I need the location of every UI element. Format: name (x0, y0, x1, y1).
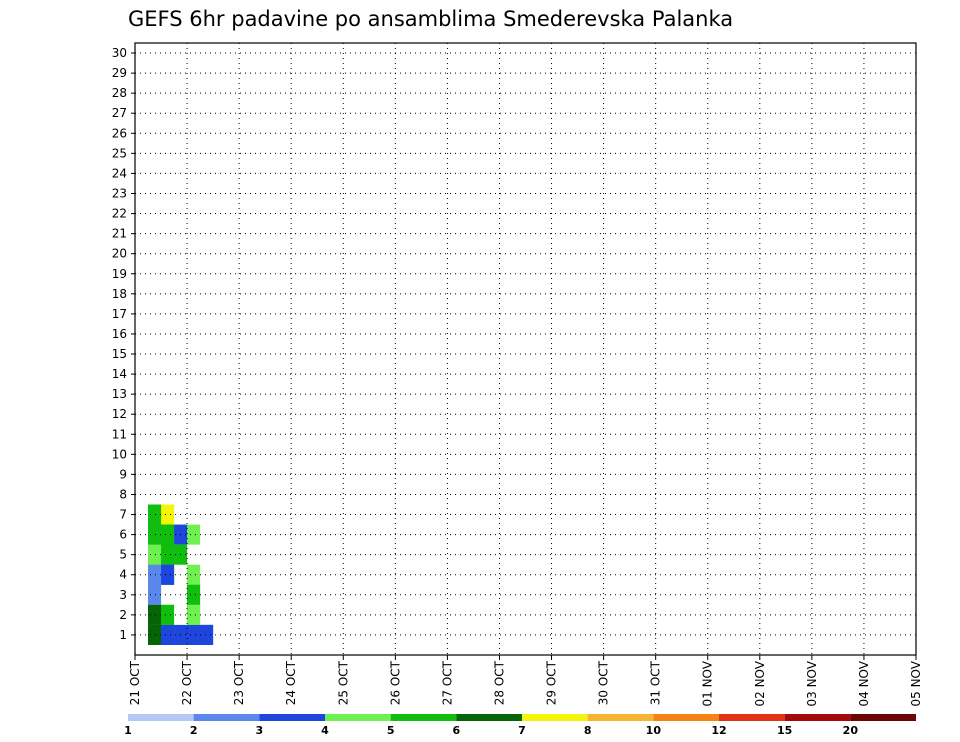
y-tick-label: 29 (112, 66, 127, 80)
legend-swatch (456, 714, 522, 721)
y-tick-label: 4 (119, 568, 127, 582)
y-tick-label: 2 (119, 608, 127, 622)
color-legend: 1 2 3 4 5 6 7 8 10 12 15 20 (124, 714, 916, 737)
heat-cell (187, 524, 201, 545)
x-tick-label: 23 OCT (232, 660, 246, 705)
x-tick-label: 24 OCT (284, 660, 298, 705)
heat-cell (161, 624, 175, 645)
heat-cell (148, 544, 162, 565)
legend-swatch (522, 714, 588, 721)
legend-label: 6 (453, 724, 461, 737)
heat-cell (148, 584, 162, 605)
legend-label: 15 (777, 724, 792, 737)
y-tick-label: 18 (112, 287, 127, 301)
x-tick-label: 03 NOV (805, 660, 819, 706)
plot-frame (134, 42, 917, 656)
legend-label: 7 (518, 724, 526, 737)
legend-swatch (784, 714, 851, 721)
heat-cell (200, 624, 214, 645)
legend-label: 1 (124, 724, 132, 737)
heat-cell (187, 564, 201, 585)
y-tick-label: 8 (119, 487, 127, 501)
y-tick-label: 26 (112, 126, 127, 140)
legend-label: 8 (584, 724, 592, 737)
heat-cell (187, 624, 201, 645)
y-tick-label: 14 (112, 367, 127, 381)
legend-label: 3 (256, 724, 264, 737)
y-tick-label: 13 (112, 387, 127, 401)
legend-swatch (653, 714, 719, 721)
y-tick-label: 7 (119, 508, 127, 522)
y-tick-label: 17 (112, 307, 127, 321)
legend-label: 12 (711, 724, 726, 737)
y-tick-label: 12 (112, 407, 127, 421)
legend-swatch (719, 714, 785, 721)
y-tick-label: 11 (112, 427, 127, 441)
legend-swatch (325, 714, 391, 721)
heat-cell (161, 524, 175, 545)
heat-cell (187, 584, 201, 605)
heat-cell (148, 504, 162, 525)
x-tick-label: 29 OCT (545, 660, 559, 705)
y-tick-label: 25 (112, 146, 127, 160)
y-tick-label: 19 (112, 267, 127, 281)
y-tick-label: 30 (112, 46, 127, 60)
legend-swatch (587, 714, 654, 721)
y-tick-label: 27 (112, 106, 127, 120)
x-tick-label: 28 OCT (492, 660, 506, 705)
legend-swatch (193, 714, 260, 721)
heat-cell (148, 604, 162, 625)
heat-cell (161, 544, 175, 565)
legend-swatch (259, 714, 325, 721)
y-tick-label: 22 (112, 207, 127, 221)
heat-cell (187, 604, 201, 625)
heat-cell (161, 564, 175, 585)
y-tick-label: 6 (119, 528, 127, 542)
x-tick-label: 31 OCT (649, 660, 663, 705)
heat-cell (161, 604, 175, 625)
y-tick-label: 15 (112, 347, 127, 361)
y-tick-label: 20 (112, 247, 127, 261)
x-tick-label: 01 NOV (701, 660, 715, 706)
legend-label: 2 (190, 724, 198, 737)
x-tick-label: 22 OCT (180, 660, 194, 705)
x-tick-label: 04 NOV (857, 660, 871, 706)
y-tick-label: 9 (119, 467, 127, 481)
y-tick-label: 21 (112, 227, 127, 241)
y-tick-label: 23 (112, 186, 127, 200)
chart-title: GEFS 6hr padavine po ansamblima Smederev… (128, 7, 733, 31)
y-tick-label: 1 (119, 628, 127, 642)
legend-swatch (850, 714, 916, 721)
heat-cell (148, 524, 162, 545)
x-tick-label: 05 NOV (909, 660, 923, 706)
x-tick-label: 30 OCT (597, 660, 611, 705)
x-tick-label: 25 OCT (336, 660, 350, 705)
legend-swatch (390, 714, 457, 721)
x-tick-label: 21 OCT (128, 660, 142, 705)
legend-label: 5 (387, 724, 395, 737)
y-tick-label: 5 (119, 548, 127, 562)
legend-label: 4 (321, 724, 329, 737)
legend-label: 10 (646, 724, 662, 737)
plot-area: 1234567891011121314151617181920212223242… (112, 42, 923, 707)
x-tick-label: 26 OCT (388, 660, 402, 705)
legend-label: 20 (843, 724, 859, 737)
y-tick-label: 28 (112, 86, 127, 100)
heat-cell (148, 564, 162, 585)
x-tick-label: 27 OCT (440, 660, 454, 705)
y-tick-label: 10 (112, 447, 127, 461)
legend-swatch (128, 714, 194, 721)
y-tick-label: 24 (112, 166, 127, 180)
heat-cell (161, 504, 175, 525)
x-tick-label: 02 NOV (753, 660, 767, 706)
heat-cell (148, 624, 162, 645)
y-tick-label: 3 (119, 588, 127, 602)
y-tick-label: 16 (112, 327, 127, 341)
